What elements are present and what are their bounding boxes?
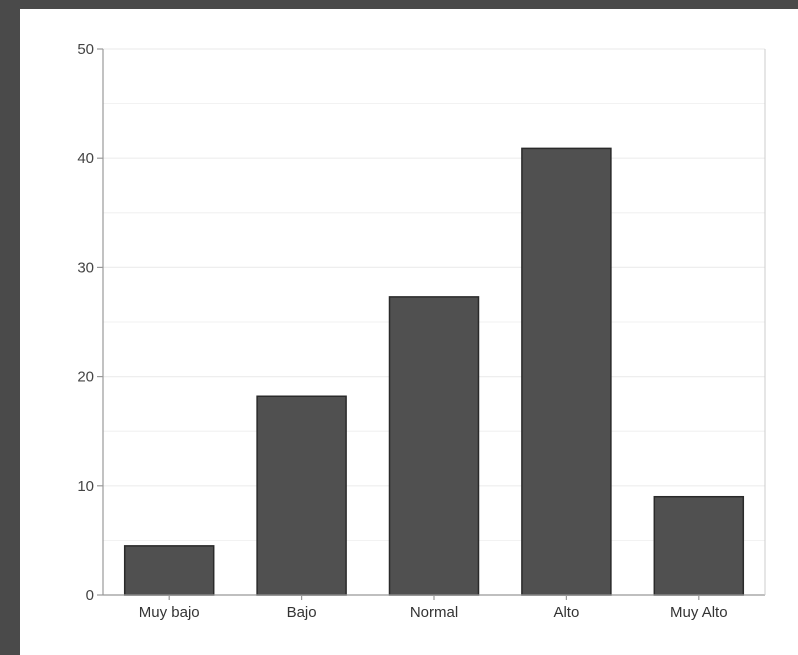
y-tick-label: 50 bbox=[77, 41, 94, 58]
x-category-label: Alto bbox=[553, 604, 579, 621]
bar-alto bbox=[521, 147, 612, 596]
x-axis-ticks: Muy bajo Bajo Normal Alto Muy Alto bbox=[139, 595, 728, 621]
bars bbox=[123, 147, 745, 596]
y-tick-label: 10 bbox=[77, 478, 94, 495]
y-tick-label: 30 bbox=[77, 259, 94, 276]
bar-muy-alto bbox=[653, 495, 745, 596]
bar-muy-bajo bbox=[123, 545, 215, 596]
x-category-label: Bajo bbox=[287, 604, 317, 621]
y-tick-label: 40 bbox=[77, 150, 94, 167]
y-tick-label: 20 bbox=[77, 369, 94, 386]
bar-normal bbox=[388, 296, 480, 596]
x-category-label: Muy bajo bbox=[139, 604, 200, 621]
bar-bajo bbox=[256, 395, 347, 596]
y-tick-label: 0 bbox=[86, 587, 94, 604]
y-axis-ticks: 0 10 20 30 40 50 bbox=[77, 41, 103, 604]
x-category-label: Muy Alto bbox=[670, 604, 728, 621]
x-category-label: Normal bbox=[410, 604, 458, 621]
